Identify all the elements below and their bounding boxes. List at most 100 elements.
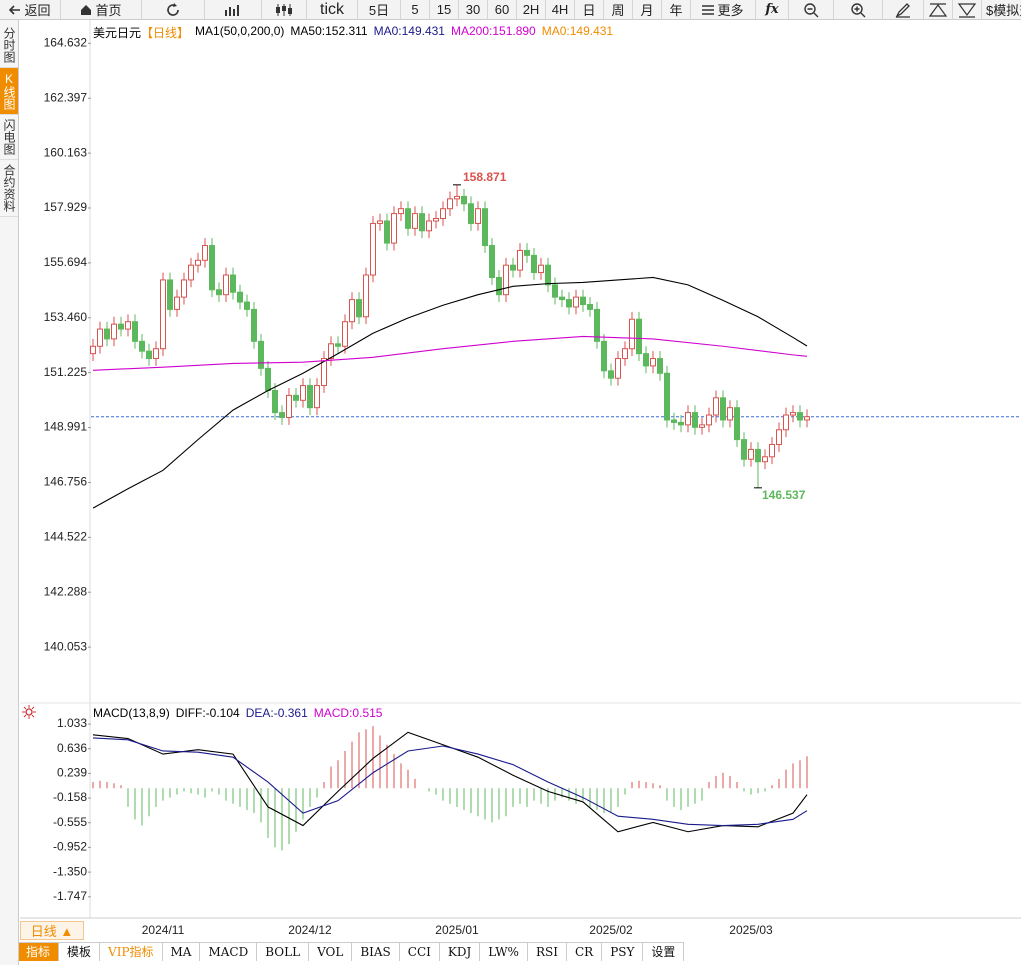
y-tick-label: 157.929 (44, 200, 88, 214)
button-label: 60 (494, 2, 510, 17)
candle-body (755, 448, 761, 463)
period-button[interactable]: 2H (517, 0, 546, 19)
candle-body (447, 198, 453, 210)
legend-entry: DIFF:-0.104 (175, 706, 240, 720)
bar-chart-button[interactable] (205, 0, 262, 19)
menu-icon (702, 4, 715, 15)
candle-body (699, 424, 705, 428)
period-button[interactable]: 60 (488, 0, 517, 19)
candle-body (356, 299, 362, 318)
button-label: fx (765, 2, 779, 17)
chart-period: 【日线】 (141, 26, 190, 40)
candle-body (538, 264, 544, 274)
period-button[interactable]: 日 (575, 0, 604, 19)
period-button[interactable]: 5日 (358, 0, 401, 19)
candle-body (622, 348, 628, 360)
legend-entry: MA50:152.311 (290, 24, 368, 38)
side-tab[interactable]: K线图 (0, 68, 18, 115)
period-selector[interactable]: 日线 ▲ (20, 921, 84, 940)
candle-body (461, 195, 467, 205)
bottom-tab[interactable]: CR (567, 943, 603, 961)
candle-body (342, 321, 348, 347)
candle-body (146, 350, 152, 360)
y-tick-label: 144.522 (44, 530, 88, 544)
y-tick-label: 146.756 (44, 475, 88, 489)
side-tab[interactable]: 分时图 (0, 23, 18, 68)
candle-body (118, 323, 124, 330)
bottom-tab[interactable]: VIP指标 (100, 943, 163, 961)
candle-body (636, 318, 642, 355)
bottom-tab[interactable]: KDJ (440, 943, 481, 961)
period-button[interactable]: 月 (633, 0, 662, 19)
bottom-tab[interactable]: LW% (480, 943, 528, 961)
candle-body (531, 254, 537, 274)
formula-button[interactable]: fx (756, 0, 789, 19)
side-tab[interactable]: 闪电图 (0, 115, 18, 160)
y-tick-label: 142.288 (44, 584, 88, 598)
zoom-in-button[interactable] (834, 0, 883, 19)
bottom-tab[interactable]: 设置 (643, 943, 685, 961)
zoom-out-button[interactable] (789, 0, 834, 19)
legend-entry: MA1(50,0,200,0) (195, 24, 285, 38)
candle-body (97, 328, 103, 347)
tick-button[interactable]: tick (307, 0, 358, 19)
candle-body (321, 358, 327, 387)
candle-body (398, 208, 404, 215)
home-button[interactable]: 首页 (61, 0, 142, 19)
side-tab[interactable]: 合约资料 (0, 160, 18, 217)
legend-entry: DEA:-0.361 (245, 706, 308, 720)
min-label: 146.537 (762, 488, 806, 502)
bottom-tab[interactable]: 指标 (18, 943, 60, 961)
y-tick-label: 0.239 (57, 766, 87, 780)
period-button[interactable]: 30 (459, 0, 488, 19)
button-label: 更多 (717, 3, 744, 18)
simulate-button[interactable]: $模拟交 (982, 0, 1021, 19)
candle-button[interactable] (262, 0, 307, 19)
candle-body (433, 218, 439, 222)
period-button[interactable]: 年 (662, 0, 691, 19)
line-series (92, 731, 808, 833)
button-label: 月 (640, 3, 654, 18)
candle-body (153, 348, 159, 360)
more-button[interactable]: 更多 (691, 0, 756, 19)
chart-title: 美元日元 (93, 26, 142, 40)
candle-body (524, 249, 530, 256)
candle-body (762, 456, 768, 463)
bottom-tab[interactable]: 模板 (59, 943, 101, 961)
bottom-tab[interactable]: CCI (400, 943, 440, 961)
y-tick-label: 140.053 (44, 639, 88, 653)
candle-body (391, 213, 397, 244)
side-tabs: 分时图 K线图 闪电图 合约资料 (0, 20, 19, 965)
pen-icon (895, 2, 910, 18)
candle-body (748, 448, 754, 460)
refresh-icon (167, 2, 179, 16)
period-button[interactable]: 周 (604, 0, 633, 19)
button-label: 年 (669, 3, 683, 18)
bottom-tab[interactable]: PSY (602, 943, 644, 961)
candle-body (265, 367, 271, 391)
back-button[interactable]: 返回 (0, 0, 61, 19)
candle-body (139, 340, 145, 352)
refresh-button[interactable] (142, 0, 205, 19)
button-label: 5 (411, 2, 419, 17)
period-button[interactable]: 15 (430, 0, 459, 19)
candle-body (783, 414, 789, 431)
down-button[interactable] (953, 0, 982, 19)
bottom-tab[interactable]: RSI (528, 943, 567, 961)
candle-body (370, 222, 376, 276)
bottom-tab[interactable]: MA (163, 943, 201, 961)
button-label: $模拟交 (986, 3, 1021, 18)
bottom-tab[interactable]: MACD (200, 943, 258, 961)
settings-icon[interactable] (22, 705, 36, 719)
candle-body (678, 421, 684, 426)
up-button[interactable] (924, 0, 953, 19)
bottom-tab[interactable]: VOL (309, 943, 353, 961)
period-button[interactable]: 4H (546, 0, 575, 19)
candle-body (664, 372, 670, 421)
period-button[interactable]: 5 (401, 0, 430, 19)
bottom-tab[interactable]: BIAS (352, 943, 400, 961)
bottom-tab[interactable]: BOLL (257, 943, 310, 961)
candle-body (405, 208, 411, 229)
candle-body (643, 353, 649, 367)
draw-button[interactable] (883, 0, 924, 19)
